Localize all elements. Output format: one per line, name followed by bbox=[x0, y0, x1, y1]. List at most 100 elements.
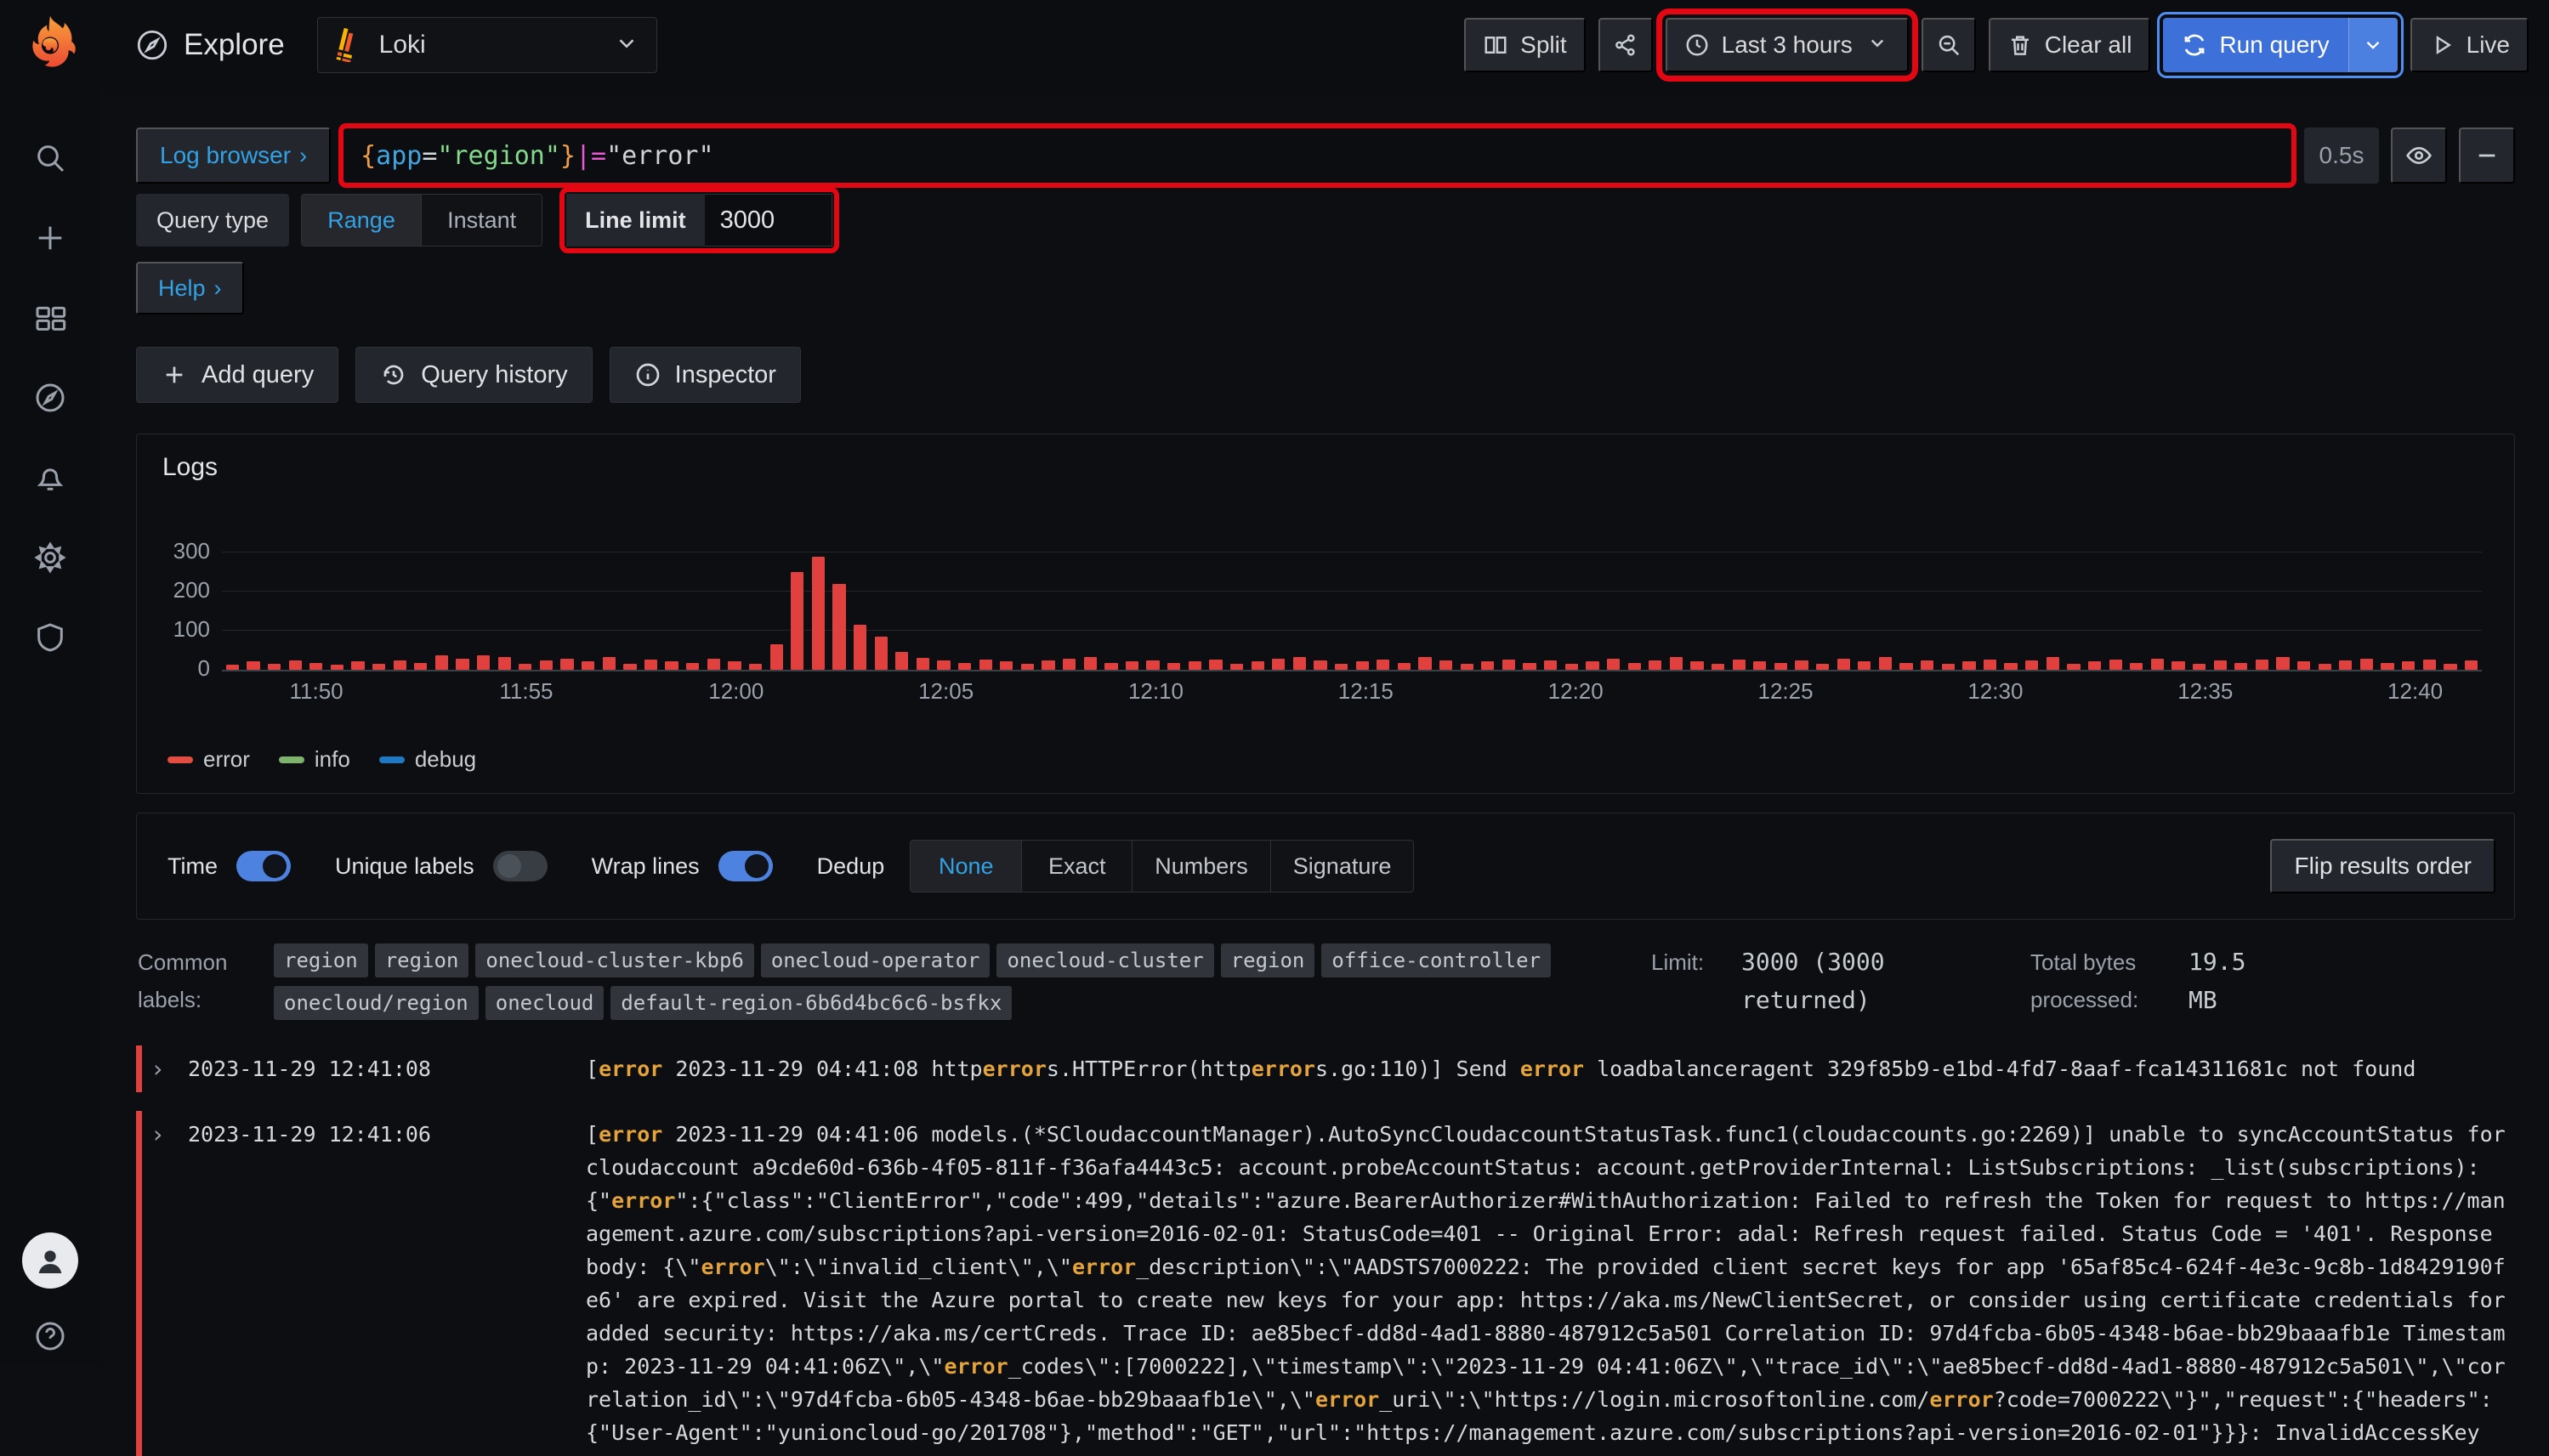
histogram-bar bbox=[665, 661, 678, 670]
histogram-bar-slot bbox=[996, 531, 1018, 670]
help-button[interactable]: Help› bbox=[136, 262, 244, 314]
histogram-bar-slot bbox=[1247, 531, 1269, 670]
sidebar-nav bbox=[33, 141, 67, 654]
histogram-bar bbox=[560, 659, 573, 670]
run-query-button[interactable]: Run query bbox=[2163, 18, 2347, 72]
histogram-bar-slot bbox=[829, 531, 850, 670]
time-range-picker[interactable]: Last 3 hours bbox=[1666, 18, 1909, 72]
histogram-bar bbox=[1126, 661, 1138, 670]
histogram-bar bbox=[1544, 660, 1557, 671]
toggle-time[interactable] bbox=[236, 851, 291, 881]
limit-stat: Limit: 3000 (3000 returned) bbox=[1651, 943, 1954, 1020]
explore-icon[interactable] bbox=[33, 381, 67, 415]
logql-query-input[interactable]: {app="region"} |= "error" bbox=[343, 127, 2292, 184]
log-row[interactable]: ›2023-11-29 12:41:08[error 2023-11-29 04… bbox=[136, 1045, 2515, 1092]
flip-results-order-button[interactable]: Flip results order bbox=[2270, 839, 2495, 893]
histogram-bar bbox=[1670, 657, 1683, 670]
toggle-unique-labels[interactable] bbox=[493, 851, 548, 881]
dashboards-icon[interactable] bbox=[33, 301, 67, 335]
histogram-bar-slot bbox=[1603, 531, 1624, 670]
log-message: [error 2023-11-29 04:41:08 httperrors.HT… bbox=[586, 1052, 2515, 1085]
dedup-option-signature[interactable]: Signature bbox=[1270, 841, 1414, 892]
toggle-knob bbox=[497, 854, 521, 878]
dedup-option-none[interactable]: None bbox=[911, 841, 1021, 892]
query-preview-button[interactable] bbox=[2391, 127, 2447, 184]
admin-shield-icon[interactable] bbox=[33, 620, 67, 654]
line-limit-input[interactable] bbox=[705, 194, 832, 246]
histogram-bar bbox=[1146, 660, 1159, 671]
help-icon[interactable] bbox=[33, 1319, 67, 1353]
histogram-bar-slot bbox=[682, 531, 703, 670]
alerting-icon[interactable] bbox=[33, 461, 67, 495]
collapse-query-button[interactable] bbox=[2459, 127, 2515, 184]
expand-log-icon[interactable]: › bbox=[150, 1052, 188, 1085]
histogram-bar-slot bbox=[1644, 531, 1666, 670]
live-button[interactable]: Live bbox=[2410, 18, 2529, 72]
dedup-option-numbers[interactable]: Numbers bbox=[1132, 841, 1270, 892]
histogram-bar-slot bbox=[1080, 531, 1101, 670]
chevron-right-icon: › bbox=[299, 143, 307, 169]
chart-legend: error info debug bbox=[167, 746, 2489, 773]
add-query-button[interactable]: Add query bbox=[136, 347, 338, 403]
histogram-bar-slot bbox=[1373, 531, 1394, 670]
histogram-bar bbox=[247, 661, 259, 670]
toggle-wrap-lines[interactable] bbox=[718, 851, 773, 881]
query-token: "region" bbox=[437, 141, 560, 171]
x-axis-label: 12:30 bbox=[1967, 678, 2023, 705]
common-label-badge: region bbox=[375, 943, 469, 977]
legend-label: info bbox=[315, 746, 350, 773]
split-button[interactable]: Split bbox=[1464, 18, 1585, 72]
histogram-bar-slot bbox=[1812, 531, 1833, 670]
dedup-option-exact[interactable]: Exact bbox=[1021, 841, 1132, 892]
histogram-bar-slot bbox=[2126, 531, 2147, 670]
run-query-dropdown[interactable] bbox=[2348, 18, 2398, 72]
profile-avatar[interactable] bbox=[22, 1232, 78, 1289]
dedup-label: Dedup bbox=[817, 853, 885, 880]
histogram-bar-slot bbox=[1226, 531, 1247, 670]
histogram-bar bbox=[791, 572, 803, 670]
grafana-logo[interactable] bbox=[20, 14, 81, 75]
datasource-picker[interactable]: Loki bbox=[317, 17, 657, 73]
legend-item-debug[interactable]: debug bbox=[379, 746, 476, 773]
legend-item-info[interactable]: info bbox=[279, 746, 350, 773]
common-label-badge: office-controller bbox=[1321, 943, 1551, 977]
histogram-bar bbox=[1733, 660, 1746, 670]
common-labels-label: Common labels: bbox=[138, 943, 274, 1020]
clear-all-button[interactable]: Clear all bbox=[1989, 18, 2151, 72]
query-type-instant[interactable]: Instant bbox=[421, 195, 542, 246]
query-token: app bbox=[376, 141, 422, 171]
query-history-button[interactable]: Query history bbox=[355, 347, 592, 403]
inspector-button[interactable]: Inspector bbox=[610, 347, 801, 403]
settings-icon[interactable] bbox=[33, 541, 67, 575]
legend-item-error[interactable]: error bbox=[167, 746, 250, 773]
zoom-out-button[interactable] bbox=[1922, 18, 1976, 72]
histogram-bar bbox=[1753, 661, 1766, 670]
histogram-bar-slot bbox=[2377, 531, 2399, 670]
query-options-row: Query type Range Instant Line limit bbox=[136, 194, 2515, 246]
histogram-bar-slot bbox=[557, 531, 578, 670]
histogram-bar-slot bbox=[2147, 531, 2168, 670]
expand-log-icon[interactable]: › bbox=[150, 1118, 188, 1151]
add-icon[interactable] bbox=[33, 221, 67, 255]
log-row[interactable]: ›2023-11-29 12:41:06[error 2023-11-29 04… bbox=[136, 1111, 2515, 1456]
histogram-bar-slot bbox=[849, 531, 871, 670]
histogram-bar bbox=[2088, 661, 2101, 670]
histogram-bar bbox=[728, 661, 741, 670]
histogram-bar bbox=[1104, 663, 1117, 670]
share-button[interactable] bbox=[1598, 18, 1653, 72]
histogram-bar bbox=[2465, 660, 2478, 671]
split-icon bbox=[1483, 32, 1508, 58]
histogram-bar bbox=[1189, 661, 1201, 670]
histogram-bar-slot bbox=[2273, 531, 2294, 670]
histogram-bar-slot bbox=[1184, 531, 1206, 670]
common-label-badge: onecloud-cluster bbox=[996, 943, 1213, 977]
line-limit-label: Line limit bbox=[566, 194, 705, 246]
query-type-range[interactable]: Range bbox=[302, 195, 421, 246]
log-browser-button[interactable]: Log browser› bbox=[136, 127, 331, 184]
search-icon[interactable] bbox=[33, 141, 67, 175]
histogram-bar bbox=[435, 655, 448, 670]
